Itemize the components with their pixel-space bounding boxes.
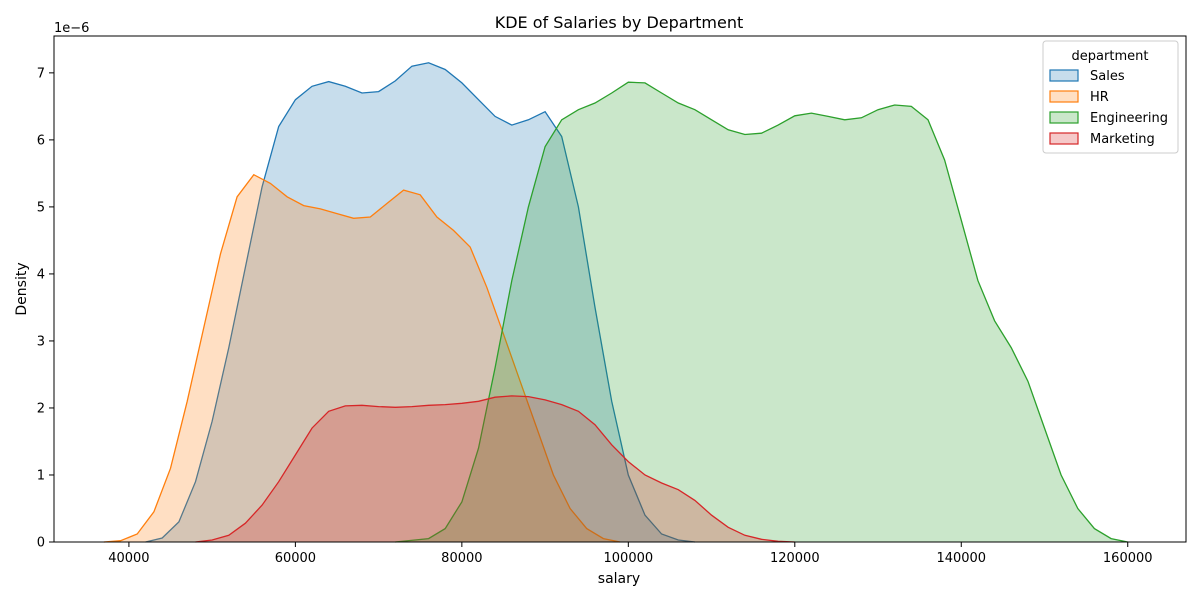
kde-area-sales xyxy=(145,62,695,543)
legend-label-hr: HR xyxy=(1090,90,1109,105)
legend-box xyxy=(1042,40,1179,154)
y-tick-label: 6 xyxy=(37,133,45,148)
kde-line-hr xyxy=(103,173,621,543)
legend-swatch-marketing xyxy=(1049,132,1079,145)
x-tick-label: 60000 xyxy=(275,551,316,566)
kde-line-marketing xyxy=(195,395,795,543)
x-tick-label: 100000 xyxy=(604,551,654,566)
y-scale-label: 1e−6 xyxy=(54,21,89,36)
y-tick-label: 2 xyxy=(37,401,45,416)
legend: department Sales HR Engineering Marketing xyxy=(1042,40,1179,154)
kde-area-marketing xyxy=(195,395,795,542)
plot-frame xyxy=(53,35,1187,543)
legend-label-marketing: Marketing xyxy=(1090,132,1155,147)
y-tick-label: 0 xyxy=(37,536,45,551)
chart-title: KDE of Salaries by Department xyxy=(495,13,744,32)
x-axis-label: salary xyxy=(598,571,640,587)
x-tick-label: 140000 xyxy=(936,551,986,566)
x-tick-label: 160000 xyxy=(1103,551,1153,566)
y-tick-label: 1 xyxy=(37,468,45,483)
x-tick-label: 120000 xyxy=(770,551,820,566)
y-tick-label: 5 xyxy=(37,200,45,215)
legend-label-engineering: Engineering xyxy=(1090,111,1168,126)
y-tick-label: 7 xyxy=(37,66,45,81)
y-tick-label: 3 xyxy=(37,334,45,349)
legend-swatch-engineering xyxy=(1049,111,1079,124)
kde-line-engineering xyxy=(395,81,1128,543)
x-tick-label: 40000 xyxy=(108,551,149,566)
x-axis: 40000 60000 80000 100000 120000 140000 160000 xyxy=(108,542,1153,566)
kde-area-hr xyxy=(103,174,620,542)
y-tick-label: 4 xyxy=(37,267,45,282)
y-axis: 0 1 2 3 4 5 6 7 xyxy=(37,66,54,551)
legend-swatch-hr xyxy=(1049,90,1079,103)
legend-title: department xyxy=(1072,49,1149,64)
kde-line-sales xyxy=(145,62,695,543)
kde-area-engineering xyxy=(395,82,1128,542)
legend-entries: Sales HR Engineering Marketing xyxy=(1049,69,1168,147)
legend-swatch-sales xyxy=(1049,69,1079,82)
x-tick-label: 80000 xyxy=(441,551,482,566)
legend-label-sales: Sales xyxy=(1090,69,1125,84)
plot-series xyxy=(103,62,1128,543)
y-axis-label: Density xyxy=(14,262,30,315)
